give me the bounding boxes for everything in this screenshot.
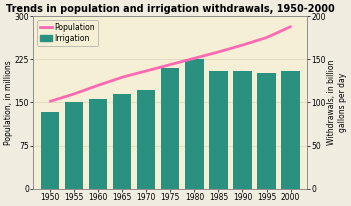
Legend: Population, Irrigation: Population, Irrigation xyxy=(37,20,98,46)
Bar xyxy=(209,71,227,189)
Bar xyxy=(161,68,179,189)
Bar xyxy=(137,90,155,189)
Bar xyxy=(65,103,83,189)
Bar xyxy=(257,73,276,189)
Bar xyxy=(282,71,300,189)
Y-axis label: Withdrawals, in billion
gallons per day: Withdrawals, in billion gallons per day xyxy=(327,60,347,145)
Bar xyxy=(89,99,107,189)
Bar xyxy=(41,112,59,189)
Bar xyxy=(185,59,204,189)
Bar xyxy=(113,94,131,189)
Y-axis label: Population, in millions: Population, in millions xyxy=(4,60,13,145)
Bar xyxy=(233,71,252,189)
Title: Trends in population and irrigation withdrawals, 1950-2000: Trends in population and irrigation with… xyxy=(6,4,335,14)
